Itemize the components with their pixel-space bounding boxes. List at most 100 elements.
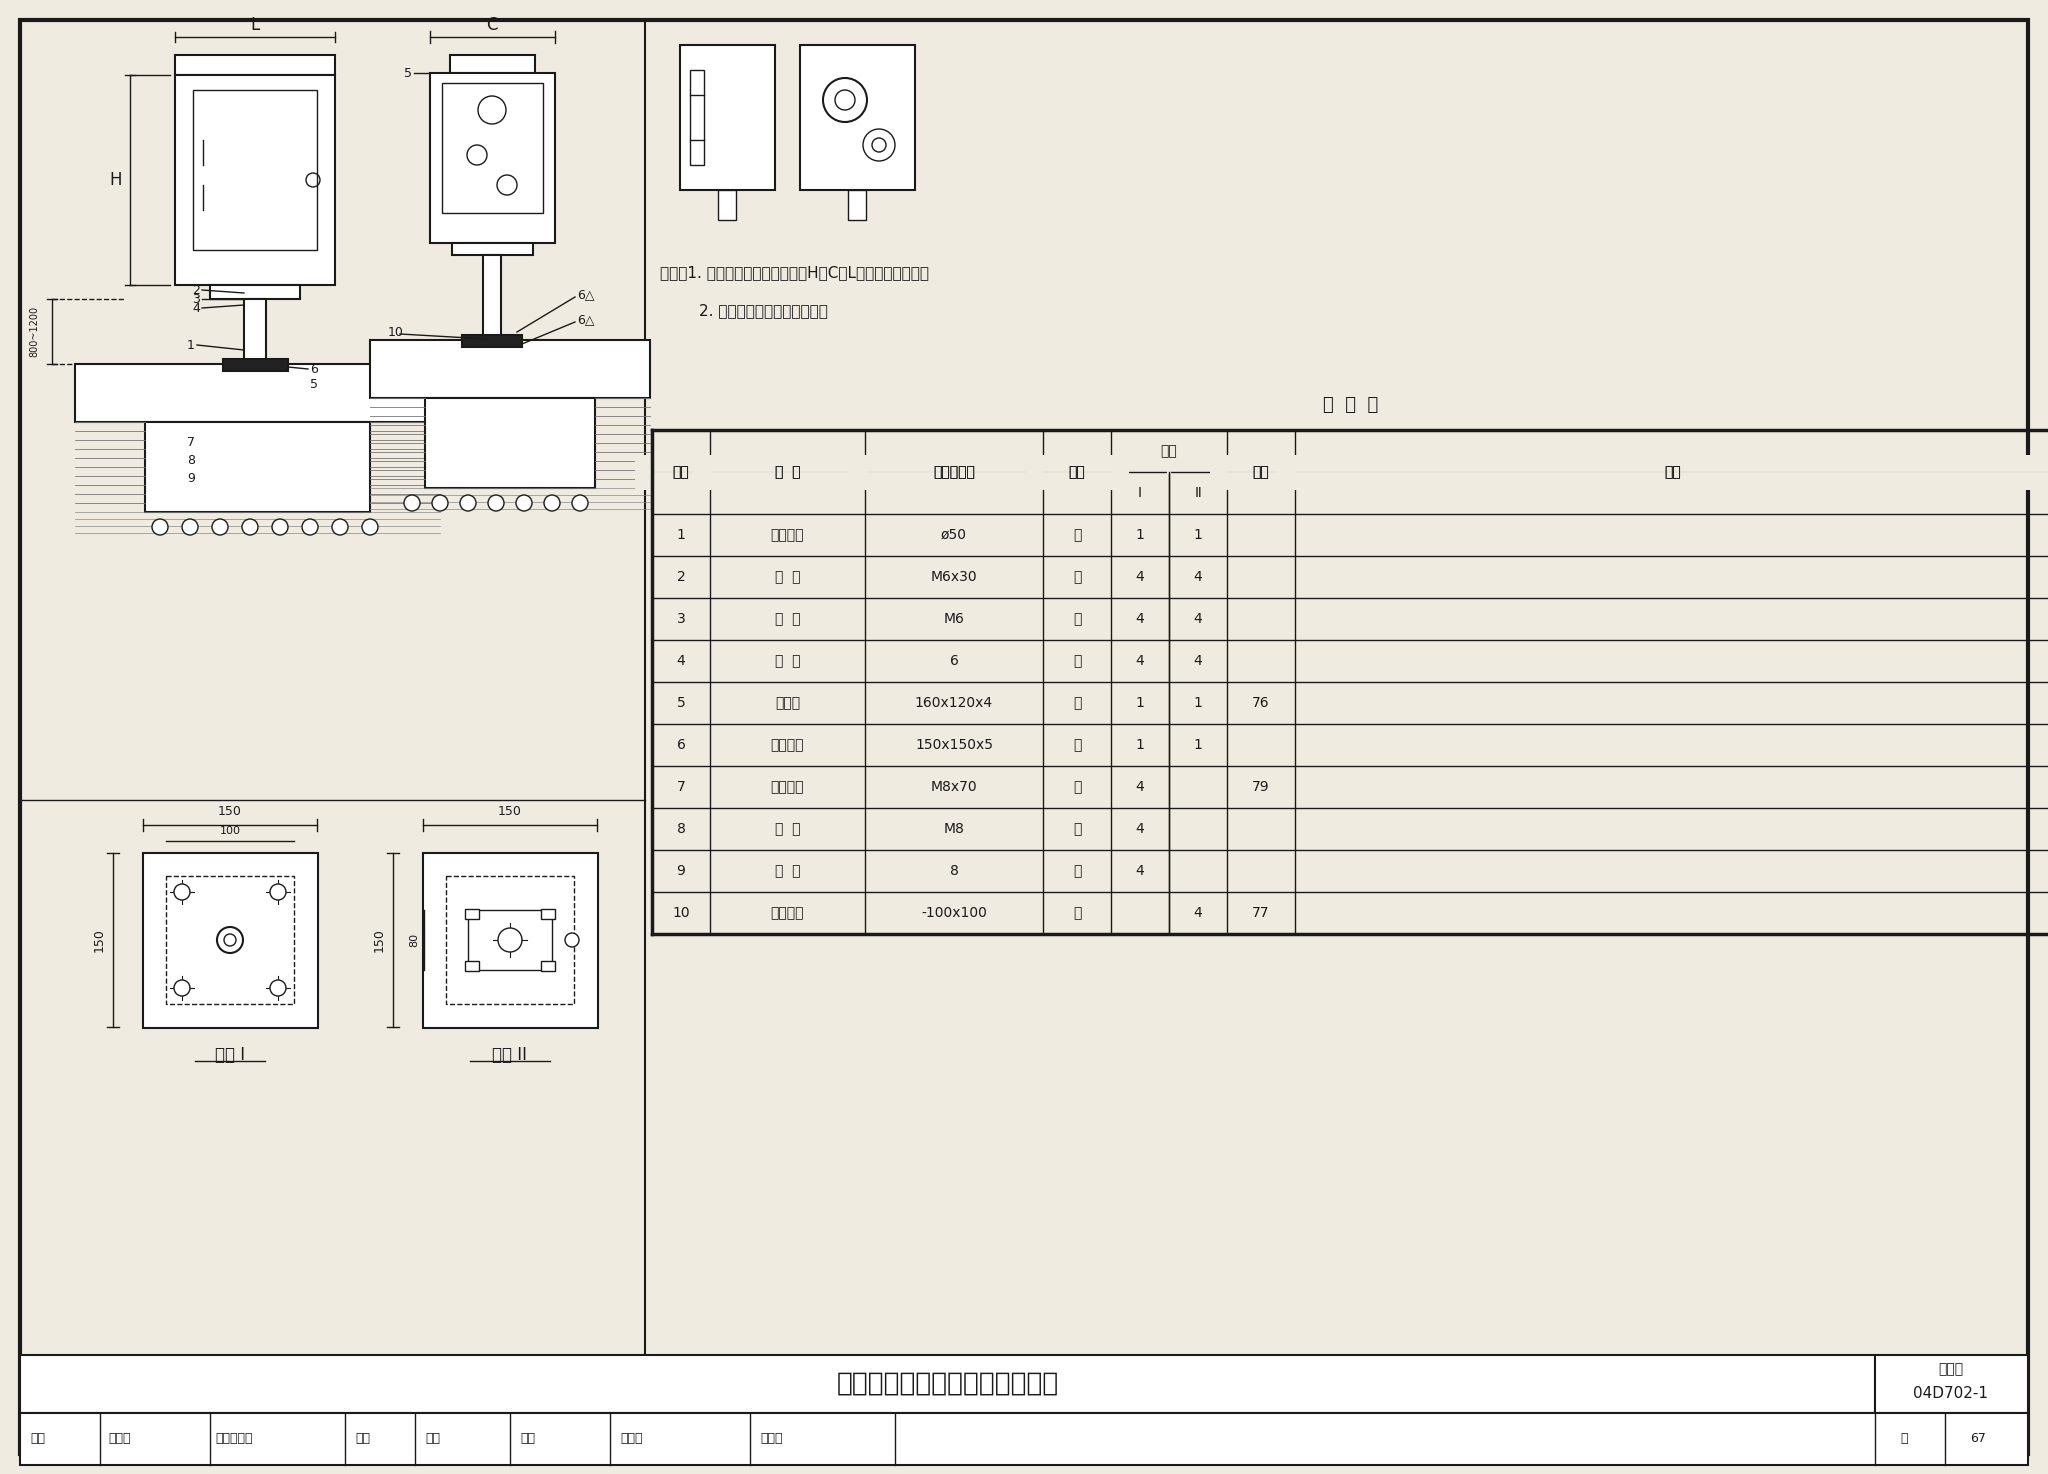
Text: 150: 150	[373, 929, 385, 952]
Text: 方多名校对: 方多名校对	[215, 1433, 252, 1446]
Text: 5: 5	[403, 66, 412, 80]
Bar	[680, 46, 774, 190]
Text: 76: 76	[1251, 696, 1270, 710]
Text: 67: 67	[1970, 1433, 1987, 1446]
Text: 8: 8	[186, 454, 195, 466]
Text: 6△: 6△	[578, 314, 594, 327]
Circle shape	[403, 495, 420, 511]
Text: 9: 9	[186, 472, 195, 485]
Text: H: H	[111, 171, 123, 189]
Text: 附注：1. 开关箱为非标产品，尺寸H、C、L由工程设计确定。: 附注：1. 开关箱为非标产品，尺寸H、C、L由工程设计确定。	[659, 265, 930, 280]
Text: 螺  母: 螺 母	[774, 822, 801, 836]
Text: 1: 1	[1135, 738, 1145, 752]
Text: 80: 80	[410, 933, 420, 948]
Text: 膨胀螺栓: 膨胀螺栓	[770, 780, 805, 794]
Bar	[465, 909, 479, 918]
Text: -100x100: -100x100	[922, 907, 987, 920]
Text: 型号及规格: 型号及规格	[934, 464, 975, 479]
Text: 页次: 页次	[1253, 464, 1270, 479]
Text: 方案 II: 方案 II	[492, 1047, 528, 1064]
Text: 垫  圈: 垫 圈	[774, 864, 801, 879]
Text: 4: 4	[1194, 654, 1202, 668]
Text: 编号: 编号	[672, 464, 690, 479]
Bar	[446, 876, 573, 1004]
Text: M6x30: M6x30	[930, 570, 977, 584]
Bar	[451, 55, 535, 74]
Text: ø50: ø50	[940, 528, 967, 542]
Text: 4: 4	[1137, 654, 1145, 668]
Circle shape	[432, 495, 449, 511]
Text: 160x120x4: 160x120x4	[915, 696, 993, 710]
Circle shape	[498, 929, 522, 952]
Text: 个: 个	[1073, 654, 1081, 668]
Circle shape	[516, 495, 532, 511]
Bar	[174, 55, 336, 75]
Bar	[541, 961, 555, 971]
Text: 个: 个	[1073, 570, 1081, 584]
Text: 蔡節: 蔡節	[426, 1433, 440, 1446]
Text: 1: 1	[186, 339, 195, 351]
Text: 材  料  表: 材 料 表	[1323, 397, 1378, 414]
Circle shape	[272, 519, 289, 535]
Bar	[463, 335, 522, 346]
Text: 螺  栓: 螺 栓	[774, 570, 801, 584]
Circle shape	[213, 519, 227, 535]
Text: 型号及规格: 型号及规格	[934, 464, 975, 479]
Text: 审核: 审核	[31, 1433, 45, 1446]
Text: 4: 4	[1137, 864, 1145, 879]
Circle shape	[270, 980, 287, 996]
Circle shape	[174, 884, 190, 901]
Text: 垫  圈: 垫 圈	[774, 654, 801, 668]
Bar	[442, 83, 543, 214]
Text: 单位: 单位	[1069, 464, 1085, 479]
Bar	[211, 284, 299, 299]
Text: 个: 个	[1073, 864, 1081, 879]
Bar	[465, 961, 479, 971]
Text: 3: 3	[676, 612, 686, 626]
Bar	[166, 876, 295, 1004]
Bar	[143, 853, 317, 1027]
Text: M6: M6	[944, 612, 965, 626]
Text: M8: M8	[944, 822, 965, 836]
Circle shape	[152, 519, 168, 535]
Bar	[20, 1414, 2028, 1465]
Text: 4: 4	[1194, 907, 1202, 920]
Text: 4: 4	[1194, 570, 1202, 584]
Circle shape	[487, 495, 504, 511]
Text: 150x150x5: 150x150x5	[915, 738, 993, 752]
Bar	[244, 299, 266, 364]
Circle shape	[242, 519, 258, 535]
Text: 镀锌钢管: 镀锌钢管	[770, 528, 805, 542]
Text: 李艳秋: 李艳秋	[760, 1433, 782, 1446]
Text: 设计: 设计	[520, 1433, 535, 1446]
Text: 04D702-1: 04D702-1	[1913, 1386, 1989, 1400]
Text: 块: 块	[1073, 696, 1081, 710]
Circle shape	[565, 933, 580, 946]
Text: 4: 4	[676, 654, 686, 668]
Bar	[371, 340, 649, 398]
Text: 页: 页	[1901, 1433, 1907, 1446]
Text: 安装板: 安装板	[774, 696, 801, 710]
Bar	[223, 360, 289, 371]
Circle shape	[332, 519, 348, 535]
Text: 名  称: 名 称	[774, 464, 801, 479]
Text: 方案 I: 方案 I	[215, 1047, 246, 1064]
Bar	[20, 1355, 1876, 1414]
Text: M8x70: M8x70	[930, 780, 977, 794]
Text: C: C	[485, 16, 498, 34]
Text: 4: 4	[1137, 612, 1145, 626]
Text: Ⅱ: Ⅱ	[1194, 486, 1202, 500]
Text: 6: 6	[676, 738, 686, 752]
Circle shape	[362, 519, 379, 535]
Text: 个: 个	[1073, 780, 1081, 794]
Bar	[453, 243, 532, 255]
Text: 4: 4	[1137, 822, 1145, 836]
Bar	[193, 90, 317, 251]
Circle shape	[182, 519, 199, 535]
Bar	[541, 909, 555, 918]
Text: 79: 79	[1251, 780, 1270, 794]
Circle shape	[571, 495, 588, 511]
Bar	[801, 46, 915, 190]
Text: 单位: 单位	[1069, 464, 1085, 479]
Text: 1: 1	[1194, 696, 1202, 710]
